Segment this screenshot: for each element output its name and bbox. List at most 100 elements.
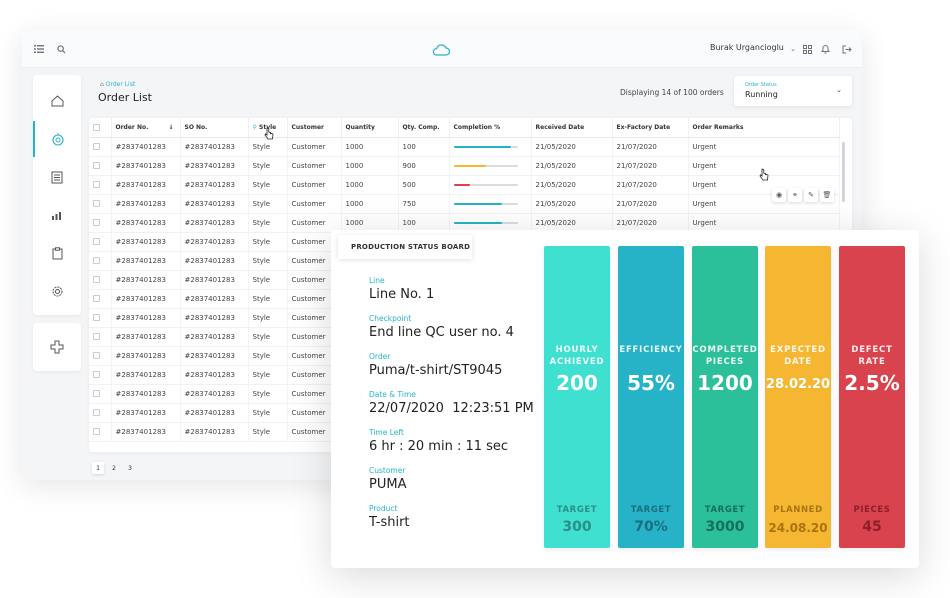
eye-icon[interactable]: ◉ xyxy=(772,188,786,202)
col-order-no[interactable]: Order No. ↓ xyxy=(111,118,181,138)
quantity-cell: 1000 xyxy=(341,156,399,176)
table-row[interactable]: #2837401283 #2837401283 Style Customer 1000 1… xyxy=(89,137,840,157)
row-checkbox[interactable] xyxy=(89,175,112,195)
col-customer[interactable]: Customer xyxy=(287,118,342,138)
logout-icon[interactable] xyxy=(840,42,854,56)
row-checkbox[interactable] xyxy=(89,365,112,385)
sidebar-item-settings[interactable] xyxy=(33,273,81,309)
row-checkbox[interactable] xyxy=(89,422,112,442)
row-checkbox[interactable] xyxy=(89,156,112,176)
sidebar-item-production[interactable] xyxy=(33,121,81,157)
field-label: Order xyxy=(369,352,391,361)
row-checkbox[interactable] xyxy=(89,194,112,214)
kpi-expected-date: EXPECTED DATE 28.02.20 PLANNED 24.08.20 xyxy=(765,246,831,548)
table-row[interactable]: #2837401283 #2837401283 Style Customer 1000 7… xyxy=(89,194,840,214)
order-no-cell: #2837401283 xyxy=(111,232,181,252)
so-no-cell: #2837401283 xyxy=(180,251,249,271)
col-completion[interactable]: Completion % xyxy=(449,118,532,138)
search-icon: ⚲ xyxy=(252,123,257,131)
table-row[interactable]: #2837401283 #2837401283 Style Customer 1000 1… xyxy=(89,213,840,233)
row-checkbox[interactable] xyxy=(89,232,112,252)
bell-icon[interactable] xyxy=(818,42,832,56)
field-label: Time Left xyxy=(369,428,404,437)
order-no-cell: #2837401283 xyxy=(111,156,181,176)
table-row[interactable]: #2837401283 #2837401283 Style Customer 1000 5… xyxy=(89,175,840,195)
ex-factory-date-cell: 21/07/2020 xyxy=(612,156,689,176)
select-all-checkbox[interactable] xyxy=(89,118,112,138)
row-checkbox[interactable] xyxy=(89,384,112,404)
list-menu-icon[interactable] xyxy=(32,42,46,56)
table-row[interactable]: #2837401283 #2837401283 Style Customer 1000 9… xyxy=(89,156,840,176)
style-cell: Style xyxy=(248,270,288,290)
col-received-date[interactable]: Received Date xyxy=(531,118,613,138)
breadcrumb[interactable]: ⌂ Order List xyxy=(100,81,135,88)
order-no-cell: #2837401283 xyxy=(111,308,181,328)
search-icon[interactable] xyxy=(54,42,68,56)
sidebar-item-reports[interactable] xyxy=(33,197,81,233)
chevron-down-icon[interactable]: ⌄ xyxy=(790,45,796,53)
page-title: Order List xyxy=(98,91,152,104)
plus-icon xyxy=(50,340,64,354)
row-checkbox[interactable] xyxy=(89,327,112,347)
kpi-value: 200 xyxy=(556,371,598,395)
breadcrumb-label[interactable]: Order List xyxy=(105,81,136,88)
row-checkbox[interactable] xyxy=(89,270,112,290)
quantity-cell: 1000 xyxy=(341,175,399,195)
ex-factory-date-cell: 21/07/2020 xyxy=(612,137,689,157)
received-date-cell: 21/05/2020 xyxy=(531,175,613,195)
style-cell: Style xyxy=(248,403,288,423)
hand-cursor-icon xyxy=(759,168,769,181)
style-cell: Style xyxy=(248,156,288,176)
sidebar-item-orders[interactable] xyxy=(33,159,81,195)
completion-bar-fill xyxy=(453,164,486,167)
completion-bar xyxy=(453,221,518,224)
field-value: Line No. 1 xyxy=(369,287,435,302)
page-3[interactable]: 3 xyxy=(128,464,132,472)
row-checkbox[interactable] xyxy=(89,137,112,157)
kpi-title: EXPECTED DATE xyxy=(770,345,826,367)
col-ex-factory-date[interactable]: Ex-Factory Date xyxy=(612,118,689,138)
top-bar: Burak Urgancioglu ⌄ xyxy=(22,30,862,68)
row-checkbox[interactable] xyxy=(89,346,112,366)
apps-grid-icon[interactable] xyxy=(800,42,814,56)
user-name[interactable]: Burak Urgancioglu xyxy=(710,43,784,52)
completion-cell xyxy=(449,175,532,195)
completion-bar xyxy=(453,145,518,148)
quantity-cell: 1000 xyxy=(341,194,399,214)
completion-bar xyxy=(453,183,518,186)
col-order-remarks[interactable]: Order Remarks xyxy=(688,118,840,138)
qty-comp-cell: 100 xyxy=(398,137,450,157)
page-2[interactable]: 2 xyxy=(112,464,116,472)
kpi-sub-label: PLANNED xyxy=(773,505,823,515)
order-no-cell: #2837401283 xyxy=(111,422,181,442)
add-button[interactable] xyxy=(33,323,81,371)
bar-chart-icon xyxy=(52,212,61,220)
field-value: PUMA xyxy=(369,477,407,492)
col-so-no[interactable]: SO No. xyxy=(180,118,249,138)
kpi-sub-value: 24.08.20 xyxy=(768,521,828,535)
page-1[interactable]: 1 xyxy=(92,462,104,474)
edit-icon[interactable]: ✎ xyxy=(804,188,818,202)
so-no-cell: #2837401283 xyxy=(180,289,249,309)
received-date-cell: 21/05/2020 xyxy=(531,156,613,176)
sidebar-item-home[interactable] xyxy=(33,83,81,119)
col-qty-comp[interactable]: Qty. Comp. xyxy=(398,118,450,138)
row-checkbox[interactable] xyxy=(89,308,112,328)
link-icon[interactable]: ⚭ xyxy=(788,188,802,202)
chevron-down-icon: ⌄ xyxy=(836,86,842,94)
order-status-select[interactable]: Order Status Running ⌄ xyxy=(734,76,852,106)
row-checkbox[interactable] xyxy=(89,251,112,271)
row-checkbox[interactable] xyxy=(89,403,112,423)
row-checkbox[interactable] xyxy=(89,289,112,309)
style-cell: Style xyxy=(248,422,288,442)
trash-icon[interactable]: 🗑 xyxy=(820,188,834,202)
cloud-logo-icon xyxy=(432,41,451,60)
sidebar-item-clipboard[interactable] xyxy=(33,235,81,271)
sort-icon[interactable]: ↓ xyxy=(168,123,174,131)
row-checkbox[interactable] xyxy=(89,213,112,233)
completion-cell xyxy=(449,137,532,157)
board-title: PRODUCTION STATUS BOARD xyxy=(338,235,472,259)
col-quantity[interactable]: Quantity xyxy=(341,118,399,138)
vertical-scrollbar[interactable] xyxy=(842,142,845,202)
customer-cell: Customer xyxy=(287,194,342,214)
